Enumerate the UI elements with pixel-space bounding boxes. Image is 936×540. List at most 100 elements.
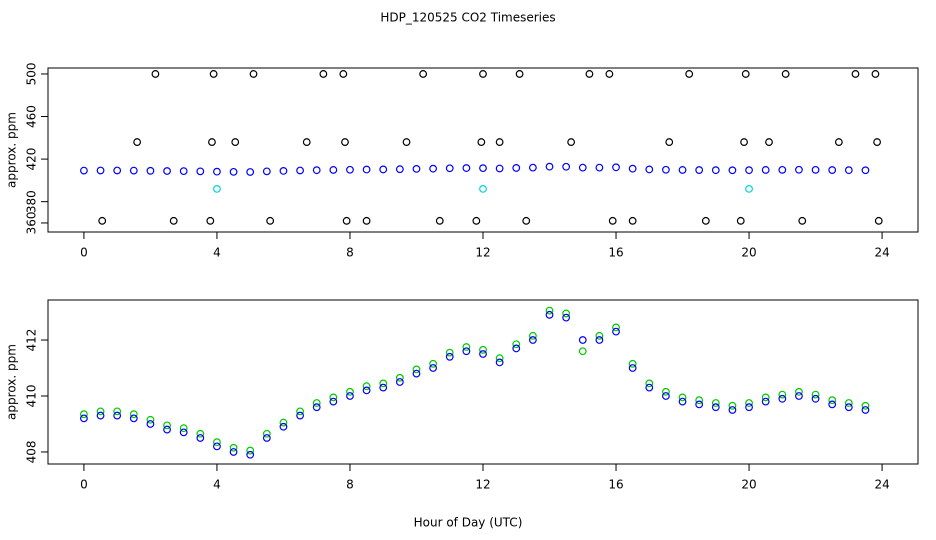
point bbox=[80, 414, 88, 423]
y-axis-label: approx. ppm bbox=[5, 112, 19, 188]
point bbox=[628, 364, 637, 372]
point bbox=[113, 166, 122, 175]
point bbox=[445, 348, 454, 357]
point bbox=[798, 216, 807, 225]
point bbox=[608, 216, 617, 225]
point bbox=[129, 414, 138, 423]
point bbox=[515, 70, 524, 78]
point bbox=[695, 400, 704, 409]
point bbox=[362, 382, 371, 391]
point bbox=[479, 345, 487, 354]
x-tick-label: 8 bbox=[346, 478, 354, 492]
point bbox=[296, 411, 304, 420]
point bbox=[479, 184, 487, 193]
point bbox=[567, 138, 576, 146]
point bbox=[151, 70, 160, 78]
point bbox=[745, 399, 753, 407]
y-tick-label: 360 bbox=[25, 212, 39, 235]
point bbox=[578, 336, 587, 344]
point bbox=[146, 420, 155, 428]
point bbox=[80, 166, 88, 175]
y-tick-label: 460 bbox=[25, 105, 39, 128]
point bbox=[262, 434, 271, 442]
point bbox=[645, 379, 654, 388]
point bbox=[711, 399, 720, 407]
point bbox=[249, 70, 258, 78]
point bbox=[665, 138, 674, 146]
point bbox=[479, 164, 487, 173]
point bbox=[113, 407, 122, 416]
x-tick-label: 4 bbox=[213, 246, 221, 260]
point bbox=[362, 216, 371, 225]
point bbox=[595, 336, 604, 344]
point bbox=[229, 443, 238, 452]
point bbox=[113, 411, 122, 420]
point bbox=[736, 216, 745, 225]
point bbox=[429, 364, 438, 372]
point bbox=[462, 164, 471, 172]
point bbox=[628, 359, 637, 368]
point bbox=[578, 347, 587, 356]
point bbox=[231, 138, 240, 146]
point bbox=[795, 387, 803, 396]
point bbox=[728, 406, 737, 414]
point bbox=[695, 396, 704, 405]
point bbox=[662, 387, 670, 396]
point bbox=[96, 411, 105, 420]
point bbox=[545, 310, 554, 319]
point bbox=[873, 138, 881, 146]
point bbox=[462, 343, 471, 351]
point bbox=[562, 162, 571, 171]
point bbox=[129, 410, 138, 419]
point bbox=[562, 309, 571, 318]
point bbox=[595, 331, 604, 340]
point bbox=[495, 354, 504, 363]
point bbox=[246, 168, 255, 176]
x-tick-label: 0 bbox=[80, 478, 88, 492]
point bbox=[477, 138, 486, 146]
point bbox=[246, 450, 255, 459]
point bbox=[329, 393, 338, 402]
point bbox=[429, 359, 438, 368]
point bbox=[605, 70, 614, 78]
point bbox=[179, 424, 188, 433]
point bbox=[628, 216, 637, 225]
point bbox=[262, 429, 271, 438]
point bbox=[445, 164, 454, 173]
point bbox=[545, 306, 554, 315]
point bbox=[196, 434, 205, 442]
point bbox=[740, 138, 748, 146]
point bbox=[296, 166, 304, 175]
point bbox=[495, 164, 504, 173]
point bbox=[701, 216, 710, 225]
point bbox=[266, 216, 275, 225]
point bbox=[685, 70, 694, 78]
point bbox=[262, 167, 271, 176]
point bbox=[208, 138, 216, 146]
chart-title: HDP_120525 CO2 Timeseries bbox=[380, 11, 555, 25]
point bbox=[206, 216, 215, 225]
point bbox=[246, 446, 255, 455]
point bbox=[745, 184, 753, 193]
point bbox=[96, 166, 105, 175]
point bbox=[362, 165, 371, 174]
point bbox=[861, 166, 870, 175]
point bbox=[761, 397, 770, 406]
point bbox=[279, 422, 288, 431]
point bbox=[861, 401, 870, 410]
point bbox=[196, 167, 205, 176]
x-tick-label: 8 bbox=[346, 246, 354, 260]
point bbox=[379, 165, 388, 174]
point bbox=[146, 166, 155, 175]
point bbox=[133, 138, 142, 146]
point bbox=[828, 396, 837, 405]
point bbox=[362, 386, 371, 395]
point bbox=[319, 70, 328, 78]
point bbox=[395, 373, 404, 382]
point bbox=[302, 138, 311, 146]
point bbox=[562, 313, 571, 322]
point bbox=[528, 331, 537, 340]
point bbox=[342, 216, 351, 225]
point bbox=[495, 138, 504, 146]
y-tick-label: 420 bbox=[25, 148, 39, 171]
